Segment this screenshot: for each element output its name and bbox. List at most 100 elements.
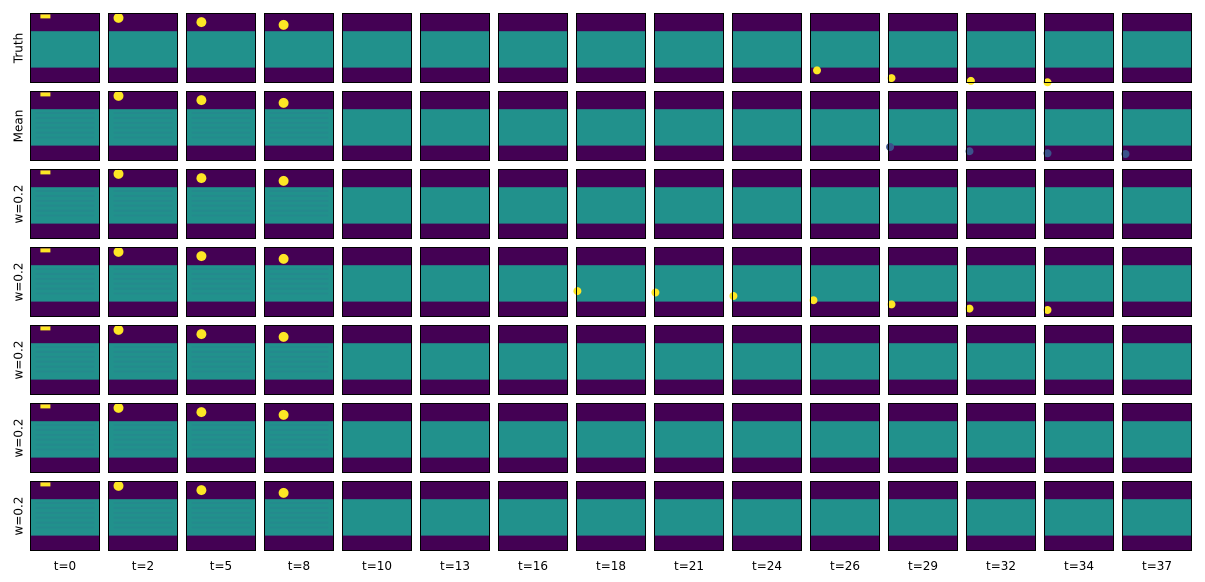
frame-rectangle bbox=[264, 499, 334, 536]
frame-border bbox=[342, 13, 412, 83]
frame-rectangle bbox=[888, 421, 958, 458]
frame-border bbox=[186, 13, 256, 83]
frame-rectangle bbox=[30, 109, 100, 146]
noise-stripe bbox=[269, 136, 329, 139]
frame-cell bbox=[186, 325, 256, 395]
ball bbox=[809, 296, 818, 305]
frame-border bbox=[1122, 169, 1192, 239]
noise-stripe bbox=[269, 365, 329, 368]
column-labels: t=0 t=2 t=5 t=8 t=10 t=13 t=16 t=18 t=21 t=24 t=26… bbox=[54, 559, 1172, 573]
noise-stripe bbox=[191, 433, 251, 436]
frame-rectangle bbox=[966, 31, 1036, 68]
frame-border bbox=[810, 247, 880, 317]
column-label: t=34 bbox=[1064, 559, 1094, 573]
noise-stripe bbox=[269, 282, 329, 285]
noise-stripe bbox=[191, 506, 251, 509]
noise-stripe bbox=[269, 287, 329, 290]
frame-rectangle bbox=[420, 421, 490, 458]
frame-rectangle bbox=[108, 187, 178, 224]
ball bbox=[196, 251, 207, 262]
noise-stripe bbox=[113, 268, 173, 270]
frame-cell bbox=[732, 481, 802, 551]
frame-rectangle bbox=[888, 343, 958, 380]
ball bbox=[966, 76, 975, 85]
noise-stripe bbox=[113, 136, 173, 139]
noise-stripe bbox=[35, 214, 95, 217]
frame-rectangle bbox=[30, 499, 100, 536]
frame-rectangle bbox=[888, 109, 958, 146]
noise-stripe bbox=[191, 190, 251, 192]
frame-cell bbox=[1121, 91, 1192, 161]
noise-stripe bbox=[191, 360, 251, 363]
noise-stripe bbox=[113, 428, 173, 431]
frame-cell bbox=[732, 325, 802, 395]
column-label: t=21 bbox=[674, 559, 704, 573]
frame-border bbox=[1044, 247, 1114, 317]
frame-rectangle bbox=[1122, 31, 1192, 68]
frame-rectangle bbox=[654, 499, 724, 536]
frame-cell bbox=[264, 247, 334, 317]
frame-border bbox=[186, 91, 256, 161]
frame-grid bbox=[30, 12, 1192, 551]
noise-stripe bbox=[269, 116, 329, 119]
ball bbox=[40, 92, 51, 97]
column-label: t=5 bbox=[210, 559, 232, 573]
frame-rectangle bbox=[810, 421, 880, 458]
frame-border bbox=[108, 169, 178, 239]
noise-stripe bbox=[35, 370, 95, 373]
noise-stripe bbox=[269, 346, 329, 348]
frame-border bbox=[342, 169, 412, 239]
frame-cell bbox=[810, 13, 880, 83]
noise-stripe bbox=[113, 292, 173, 295]
frame-border bbox=[498, 325, 568, 395]
row-label: w=0.2 bbox=[12, 185, 26, 224]
noise-stripe bbox=[269, 204, 329, 207]
noise-stripe bbox=[191, 112, 251, 114]
frame-cell bbox=[576, 481, 646, 551]
frame-border bbox=[576, 325, 646, 395]
frame-border bbox=[810, 91, 880, 161]
frame-rectangle bbox=[966, 343, 1036, 380]
frame-cell bbox=[30, 169, 100, 239]
noise-stripe bbox=[269, 355, 329, 358]
frame-rectangle bbox=[732, 109, 802, 146]
frame-rectangle bbox=[1122, 109, 1192, 146]
frame-cell bbox=[30, 247, 100, 317]
column-label: t=0 bbox=[54, 559, 76, 573]
noise-stripe bbox=[269, 443, 329, 446]
frame-cell bbox=[264, 481, 334, 551]
noise-stripe bbox=[191, 370, 251, 373]
noise-stripe bbox=[191, 292, 251, 295]
frame-rectangle bbox=[810, 343, 880, 380]
frame-rectangle bbox=[1122, 187, 1192, 224]
noise-stripe bbox=[269, 131, 329, 134]
noise-stripe bbox=[113, 433, 173, 436]
frame-rectangle bbox=[810, 187, 880, 224]
noise-stripe bbox=[191, 350, 251, 353]
frame-border bbox=[498, 247, 568, 317]
frame-border bbox=[732, 325, 802, 395]
frame-cell bbox=[654, 325, 724, 395]
frame-border bbox=[30, 403, 100, 473]
frame-cell bbox=[654, 91, 724, 161]
frame-border bbox=[108, 247, 178, 317]
frame-border bbox=[342, 325, 412, 395]
frame-border bbox=[966, 13, 1036, 83]
noise-stripe bbox=[191, 521, 251, 524]
frame-border bbox=[498, 169, 568, 239]
noise-stripe bbox=[35, 433, 95, 436]
frame-cell bbox=[1122, 325, 1192, 395]
noise-stripe bbox=[113, 121, 173, 124]
frame-cell bbox=[1044, 325, 1114, 395]
column-label: t=26 bbox=[830, 559, 860, 573]
ball bbox=[113, 90, 124, 101]
frame-border bbox=[1044, 13, 1114, 83]
frame-cell bbox=[264, 169, 334, 239]
noise-stripe bbox=[113, 199, 173, 202]
noise-stripe bbox=[113, 346, 173, 348]
frame-cell bbox=[966, 169, 1036, 239]
ball bbox=[278, 19, 289, 30]
frame-rectangle bbox=[342, 31, 412, 68]
frame-border bbox=[654, 91, 724, 161]
noise-stripe bbox=[35, 365, 95, 368]
